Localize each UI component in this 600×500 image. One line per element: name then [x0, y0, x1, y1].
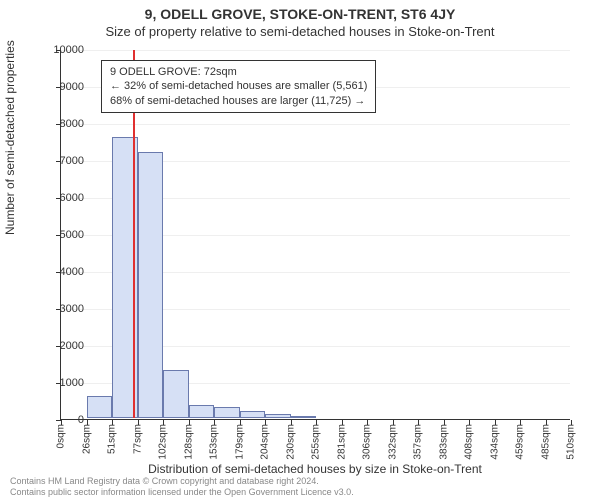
bar: [163, 370, 189, 418]
bar: [265, 414, 291, 418]
xtick-label: 357sqm: [413, 424, 424, 460]
footer-line-1: Contains HM Land Registry data © Crown c…: [10, 476, 354, 487]
ytick-label: 5000: [34, 229, 84, 241]
gridline: [61, 124, 570, 125]
ytick-label: 10000: [34, 44, 84, 56]
xtick-label: 281sqm: [336, 424, 347, 460]
xtick-label: 204sqm: [260, 424, 271, 460]
xtick-label: 434sqm: [489, 424, 500, 460]
xtick-label: 383sqm: [438, 424, 449, 460]
xtick-label: 510sqm: [566, 424, 577, 460]
bar: [240, 411, 266, 418]
xtick-label: 459sqm: [515, 424, 526, 460]
xtick-label: 51sqm: [107, 424, 118, 454]
ytick-label: 4000: [34, 266, 84, 278]
xtick-label: 408sqm: [464, 424, 475, 460]
xtick-label: 153sqm: [209, 424, 220, 460]
annotation-line: ← 32% of semi-detached houses are smalle…: [110, 79, 367, 93]
xtick-label: 77sqm: [132, 424, 143, 454]
bar: [214, 407, 240, 418]
ytick-label: 1000: [34, 377, 84, 389]
ytick-label: 2000: [34, 340, 84, 352]
ytick-label: 8000: [34, 118, 84, 130]
gridline: [61, 50, 570, 51]
xtick-label: 332sqm: [387, 424, 398, 460]
xtick-label: 306sqm: [362, 424, 373, 460]
footer-attribution: Contains HM Land Registry data © Crown c…: [10, 476, 354, 498]
plot-region: 0sqm26sqm51sqm77sqm102sqm128sqm153sqm179…: [60, 50, 570, 420]
ytick-label: 0: [34, 414, 84, 426]
bar: [87, 396, 113, 418]
figure-container: 9, ODELL GROVE, STOKE-ON-TRENT, ST6 4JY …: [0, 0, 600, 500]
xtick-label: 179sqm: [234, 424, 245, 460]
footer-line-2: Contains public sector information licen…: [10, 487, 354, 498]
chart-area: 0sqm26sqm51sqm77sqm102sqm128sqm153sqm179…: [60, 50, 570, 420]
xtick-label: 255sqm: [311, 424, 322, 460]
ytick-label: 7000: [34, 155, 84, 167]
chart-title: 9, ODELL GROVE, STOKE-ON-TRENT, ST6 4JY: [0, 0, 600, 22]
chart-subtitle: Size of property relative to semi-detach…: [0, 22, 600, 43]
xtick-label: 128sqm: [183, 424, 194, 460]
ytick-label: 3000: [34, 303, 84, 315]
annotation-line: 9 ODELL GROVE: 72sqm: [110, 65, 367, 79]
ytick-label: 6000: [34, 192, 84, 204]
bar: [138, 152, 164, 418]
y-axis-label: Number of semi-detached properties: [3, 40, 17, 235]
annotation-line: 68% of semi-detached houses are larger (…: [110, 94, 367, 108]
xtick-label: 230sqm: [285, 424, 296, 460]
xtick-label: 102sqm: [158, 424, 169, 460]
xtick-label: 26sqm: [81, 424, 92, 454]
xtick-label: 0sqm: [56, 424, 67, 448]
bar: [291, 416, 317, 418]
bar: [189, 405, 215, 418]
x-axis-label: Distribution of semi-detached houses by …: [60, 462, 570, 476]
annotation-box: 9 ODELL GROVE: 72sqm← 32% of semi-detach…: [101, 60, 376, 113]
ytick-label: 9000: [34, 81, 84, 93]
xtick-label: 485sqm: [540, 424, 551, 460]
